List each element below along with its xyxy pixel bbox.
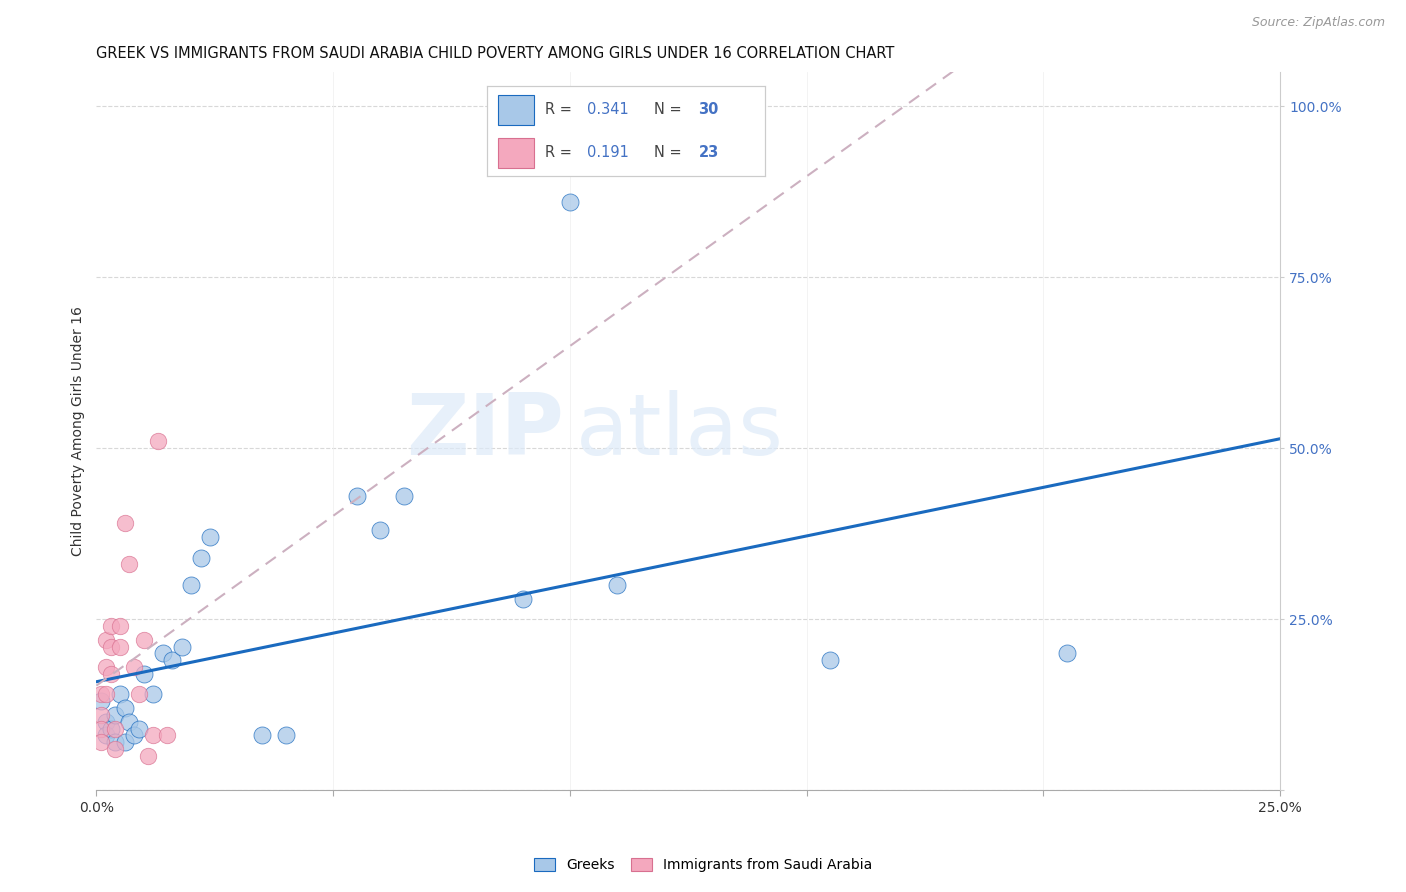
- Text: GREEK VS IMMIGRANTS FROM SAUDI ARABIA CHILD POVERTY AMONG GIRLS UNDER 16 CORRELA: GREEK VS IMMIGRANTS FROM SAUDI ARABIA CH…: [97, 46, 894, 62]
- Point: [104, 707, 127, 722]
- Text: Source: ZipAtlas.com: Source: ZipAtlas.com: [1251, 16, 1385, 29]
- Text: atlas: atlas: [576, 390, 783, 473]
- Point: [114, 701, 136, 715]
- Point: [90, 735, 112, 749]
- Point: [100, 640, 122, 654]
- Y-axis label: Child Poverty Among Girls Under 16: Child Poverty Among Girls Under 16: [72, 306, 86, 556]
- Point: [114, 735, 136, 749]
- Point: [90, 687, 112, 701]
- Point: [156, 728, 179, 742]
- Point: [104, 722, 127, 736]
- Point: [94, 728, 117, 742]
- Point: [152, 646, 174, 660]
- Point: [122, 660, 145, 674]
- Point: [108, 687, 131, 701]
- Point: [558, 195, 581, 210]
- Point: [94, 660, 117, 674]
- Point: [100, 722, 122, 736]
- Point: [104, 735, 127, 749]
- Point: [606, 578, 628, 592]
- Point: [346, 489, 368, 503]
- Point: [94, 632, 117, 647]
- Point: [100, 619, 122, 633]
- Point: [128, 687, 150, 701]
- Point: [94, 714, 117, 729]
- Point: [392, 489, 415, 503]
- Point: [512, 591, 534, 606]
- Point: [1056, 646, 1078, 660]
- Point: [90, 722, 112, 736]
- Point: [198, 530, 221, 544]
- Point: [142, 687, 165, 701]
- Point: [170, 640, 193, 654]
- Point: [190, 550, 212, 565]
- Point: [820, 653, 842, 667]
- Point: [122, 728, 145, 742]
- Point: [274, 728, 297, 742]
- Point: [146, 434, 169, 449]
- Point: [160, 653, 183, 667]
- Point: [250, 728, 273, 742]
- Text: ZIP: ZIP: [406, 390, 564, 473]
- Point: [108, 619, 131, 633]
- Point: [114, 516, 136, 531]
- Point: [180, 578, 202, 592]
- Point: [108, 640, 131, 654]
- Point: [90, 694, 112, 708]
- Point: [90, 707, 112, 722]
- Point: [128, 722, 150, 736]
- Point: [138, 748, 160, 763]
- Legend: Greeks, Immigrants from Saudi Arabia: Greeks, Immigrants from Saudi Arabia: [529, 853, 877, 878]
- Point: [370, 523, 392, 537]
- Point: [104, 742, 127, 756]
- Point: [132, 632, 155, 647]
- Point: [118, 714, 141, 729]
- Point: [132, 666, 155, 681]
- Point: [100, 666, 122, 681]
- Point: [118, 558, 141, 572]
- Point: [94, 687, 117, 701]
- Point: [142, 728, 165, 742]
